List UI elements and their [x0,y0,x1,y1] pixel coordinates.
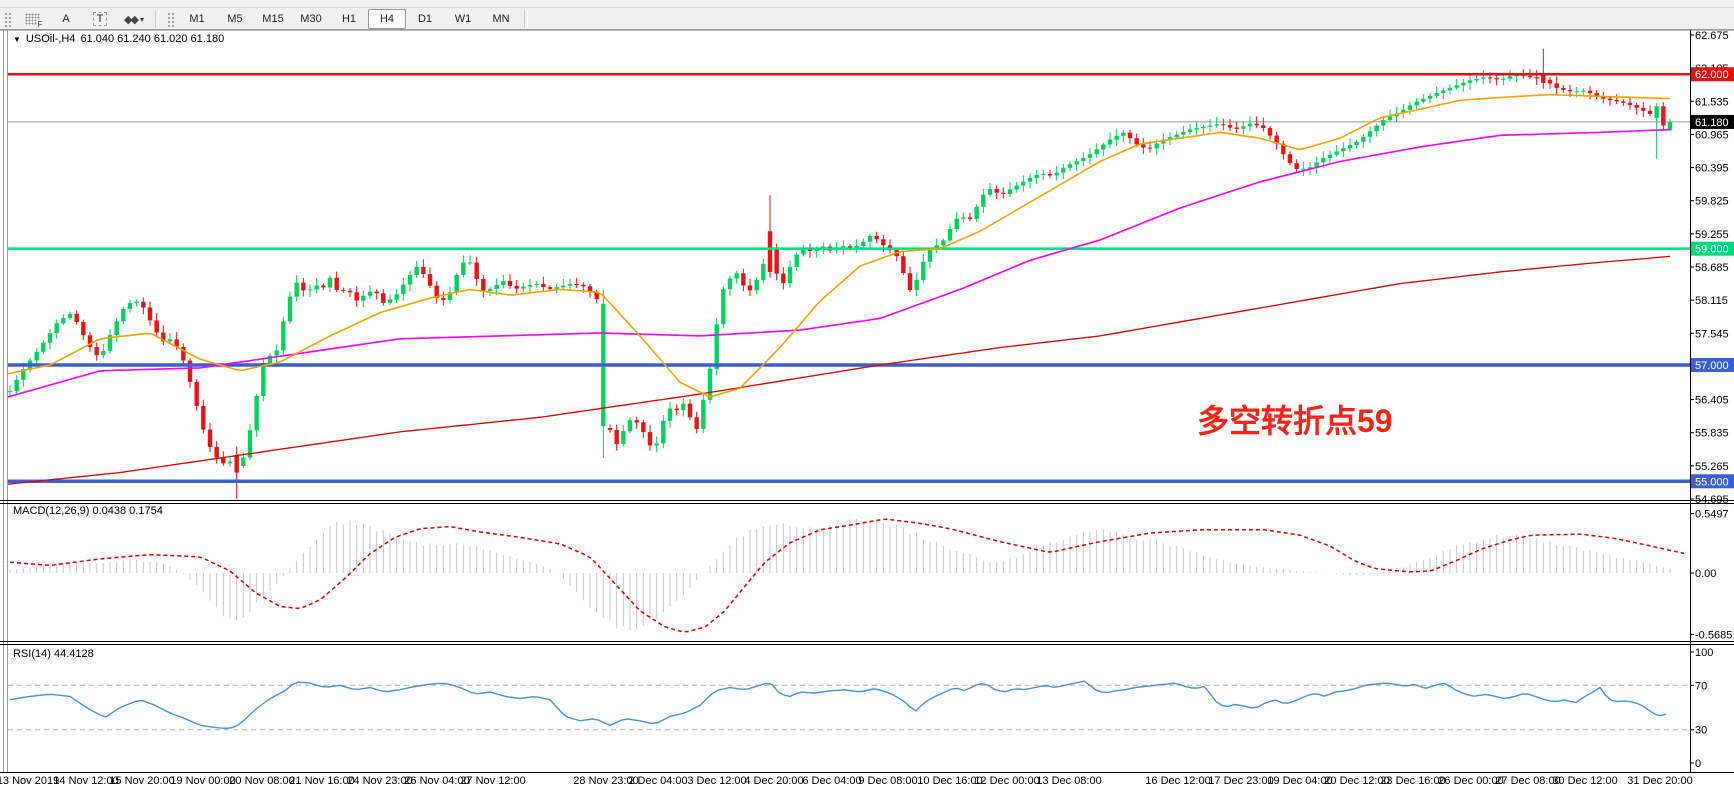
svg-text:0: 0 [1695,758,1701,770]
svg-text:57.000: 57.000 [1695,360,1729,372]
svg-text:56.405: 56.405 [1695,395,1729,407]
timeframe-button-m5[interactable]: M5 [227,13,243,25]
svg-text:31 Dec 20:00: 31 Dec 20:00 [1627,775,1692,787]
svg-text:55.000: 55.000 [1695,476,1729,488]
shapes-icon: ◆◆ [124,13,139,26]
price-badges: 62.000 61.180 59.000 57.000 55.000 [1691,67,1734,489]
chart-foreground-button[interactable]: F [15,9,49,29]
toolbar: F A T ◆◆ ▾ M1 M5 M15 M30 H1 H4 D1 W1 MN [0,8,1734,31]
timeframe-button-w1[interactable]: W1 [454,13,472,25]
svg-text:62.675: 62.675 [1695,30,1729,42]
svg-text:4 Dec 20:00: 4 Dec 20:00 [744,775,803,787]
svg-text:62.000: 62.000 [1695,69,1729,81]
timeframe-button-h1[interactable]: H1 [341,13,357,25]
svg-text:21 Nov 16:00: 21 Nov 16:00 [289,775,354,787]
svg-text:20 Dec 12:00: 20 Dec 12:00 [1324,775,1389,787]
svg-text:60.395: 60.395 [1695,163,1729,175]
svg-text:61.535: 61.535 [1695,96,1729,108]
svg-text:27 Dec 08:00: 27 Dec 08:00 [1495,775,1560,787]
svg-text:58.115: 58.115 [1695,295,1728,307]
toolbar-separator [155,10,159,28]
toolbar-drag-handle[interactable] [4,11,12,27]
svg-text:2 Dec 04:00: 2 Dec 04:00 [628,775,687,787]
timeframe-button-m30[interactable]: M30 [300,13,322,25]
svg-text:23 Dec 16:00: 23 Dec 16:00 [1380,775,1445,787]
svg-text:24 Nov 23:00: 24 Nov 23:00 [347,775,412,787]
svg-text:17 Dec 23:00: 17 Dec 23:00 [1208,775,1273,787]
candles [7,48,1673,499]
svg-text:19 Dec 04:00: 19 Dec 04:00 [1267,775,1332,787]
timeframe-group: M1 M5 M15 M30 H1 H4 D1 W1 MN [178,9,520,29]
rsi-pane [8,680,1690,731]
toolbar-separator [524,10,528,28]
font-a-icon: A [62,13,70,25]
timeframe-button-mn[interactable]: MN [492,13,510,25]
svg-text:59.000: 59.000 [1695,244,1729,256]
svg-text:20 Nov 08:00: 20 Nov 08:00 [229,775,294,787]
svg-text:28 Nov 23:00: 28 Nov 23:00 [573,775,638,787]
grid-icon: F [24,13,44,29]
svg-text:100: 100 [1695,647,1713,659]
timeframe-button-m15[interactable]: M15 [262,13,284,25]
timeframe-button-m1[interactable]: M1 [189,13,205,25]
chevron-down-icon: ▾ [139,14,144,24]
svg-text:70: 70 [1695,680,1707,692]
svg-text:59.825: 59.825 [1695,196,1729,208]
shapes-button[interactable]: ◆◆ ▾ [117,9,151,29]
text-label-button[interactable]: T [83,9,117,29]
svg-text:0.5497: 0.5497 [1695,509,1729,521]
svg-text:26 Nov 04:00: 26 Nov 04:00 [404,775,469,787]
svg-text:14 Nov 12:00: 14 Nov 12:00 [53,775,118,787]
macd-label: MACD(12,26,9) 0.0438 0.1754 [13,505,163,517]
svg-text:0.00: 0.00 [1695,568,1716,580]
price-axis[interactable]: 62.67562.10561.53560.96560.39559.82559.2… [1690,30,1732,770]
svg-text:-0.5685: -0.5685 [1695,629,1732,641]
svg-text:19 Nov 00:00: 19 Nov 00:00 [170,775,235,787]
timeframe-button-h4[interactable]: H4 [368,9,406,29]
svg-text:15 Nov 20:00: 15 Nov 20:00 [109,775,174,787]
rsi-label: RSI(14) 44.4128 [13,648,94,660]
svg-text:26 Dec 00:00: 26 Dec 00:00 [1438,775,1503,787]
svg-text:61.180: 61.180 [1695,117,1729,129]
svg-text:27 Nov 12:00: 27 Nov 12:00 [460,775,525,787]
horizontal-levels [8,72,1690,484]
symbol-period-label: USOil-,H4 [25,33,76,45]
svg-text:12 Dec 00:00: 12 Dec 00:00 [974,775,1039,787]
chart-annotation-text: 多空转折点59 [1197,403,1393,439]
svg-text:30 Dec 12:00: 30 Dec 12:00 [1552,775,1617,787]
pane-borders [0,29,1734,773]
svg-text:55.835: 55.835 [1695,428,1729,440]
svg-text:58.685: 58.685 [1695,262,1729,274]
svg-text:16 Dec 12:00: 16 Dec 12:00 [1145,775,1210,787]
timeframe-button-d1[interactable]: D1 [417,13,433,25]
macd-pane [9,518,1685,633]
svg-text:13 Nov 2019: 13 Nov 2019 [0,775,59,787]
svg-text:13 Dec 08:00: 13 Dec 08:00 [1036,775,1101,787]
font-button[interactable]: A [49,9,83,29]
toolbar-drag-handle[interactable] [167,11,175,27]
svg-text:10 Dec 16:00: 10 Dec 16:00 [917,775,982,787]
svg-text:6 Dec 04:00: 6 Dec 04:00 [802,775,861,787]
ohlc-values: 61.040 61.240 61.020 61.180 [80,33,225,45]
svg-text:54.695: 54.695 [1695,494,1729,506]
svg-text:30: 30 [1695,725,1707,737]
moving-averages [7,93,1671,485]
svg-text:59.255: 59.255 [1695,229,1729,241]
svg-text:3 Dec 12:00: 3 Dec 12:00 [687,775,746,787]
svg-text:9 Dec 08:00: 9 Dec 08:00 [858,775,917,787]
chart-title: ▼ USOil-,H4 61.040 61.240 61.020 61.180 [13,33,224,45]
chart-dropdown-icon[interactable]: ▼ [13,34,21,44]
svg-text:55.265: 55.265 [1695,461,1729,473]
svg-text:57.545: 57.545 [1695,328,1729,340]
text-icon: T [92,12,108,26]
svg-text:60.965: 60.965 [1695,129,1729,141]
